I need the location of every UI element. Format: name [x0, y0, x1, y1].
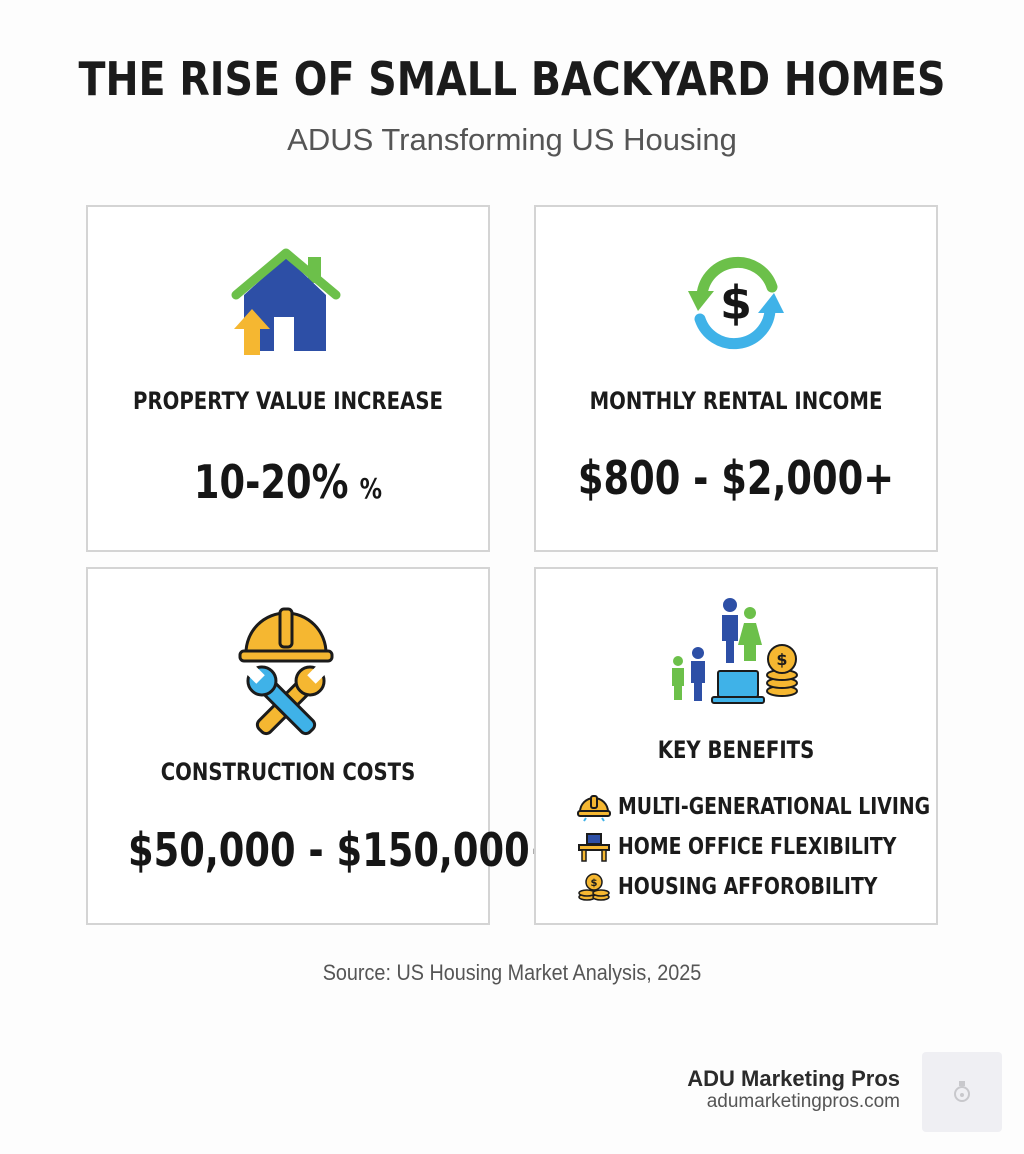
list-item: MULTI-GENERATIONAL LIVING: [576, 787, 999, 827]
svg-text:$: $: [720, 276, 752, 330]
dollar-cycle-icon: $: [688, 256, 784, 350]
page-subtitle: ADUS Transforming US Housing: [287, 122, 737, 157]
brand-url[interactable]: adumarketingpros.com: [706, 1091, 900, 1112]
house-arrow-up-icon: [231, 248, 341, 355]
svg-text:$: $: [591, 878, 598, 889]
list-item: $ HOUSING AFFOROBILITY: [576, 867, 999, 907]
svg-text:$: $: [776, 650, 787, 669]
benefit-text: HOUSING AFFOROBILITY: [618, 874, 878, 900]
source-note: Source: US Housing Market Analysis, 2025: [322, 960, 702, 985]
rental-label: MONTHLY RENTAL INCOME: [589, 387, 883, 415]
property-value: 10-20%%: [128, 455, 448, 509]
card-construction-costs: CONSTRUCTION COSTS $50,000 - $150,000+: [86, 567, 561, 925]
card-key-benefits: $ KEY BENEFITS MULTI-GENERATIONAL LIVING…: [534, 567, 938, 925]
hardhat-wrench-icon: [238, 607, 334, 736]
benefits-label: KEY BENEFITS: [657, 736, 815, 764]
brand-logo-icon: [954, 1081, 970, 1102]
list-item: HOME OFFICE FLEXIBILITY: [576, 827, 999, 867]
property-value-unit: %: [359, 472, 383, 505]
page-title: THE RISE OF SMALL BACKYARD HOMES: [78, 52, 946, 106]
desk-laptop-icon: [578, 833, 610, 862]
card-property-value: PROPERTY VALUE INCREASE 10-20%%: [86, 205, 490, 552]
coins-icon: $: [578, 873, 610, 901]
card-rental-income: $ MONTHLY RENTAL INCOME $800 - $2,000+: [534, 205, 938, 552]
family-laptop-coins-icon: $: [672, 598, 798, 704]
construction-value: $50,000 - $150,000+: [128, 823, 561, 877]
benefits-list: MULTI-GENERATIONAL LIVING HOME OFFICE FL…: [576, 787, 999, 907]
benefit-text: MULTI-GENERATIONAL LIVING: [618, 794, 931, 820]
rental-value: $800 - $2,000+: [577, 451, 895, 505]
property-label: PROPERTY VALUE INCREASE: [133, 387, 443, 415]
benefit-text: HOME OFFICE FLEXIBILITY: [618, 834, 897, 860]
brand-logo: [922, 1052, 1002, 1132]
property-value-number: 10-20%: [193, 455, 349, 509]
construction-label: CONSTRUCTION COSTS: [160, 758, 416, 786]
hardhat-icon: [577, 795, 611, 822]
brand-name: ADU Marketing Pros: [687, 1066, 900, 1091]
